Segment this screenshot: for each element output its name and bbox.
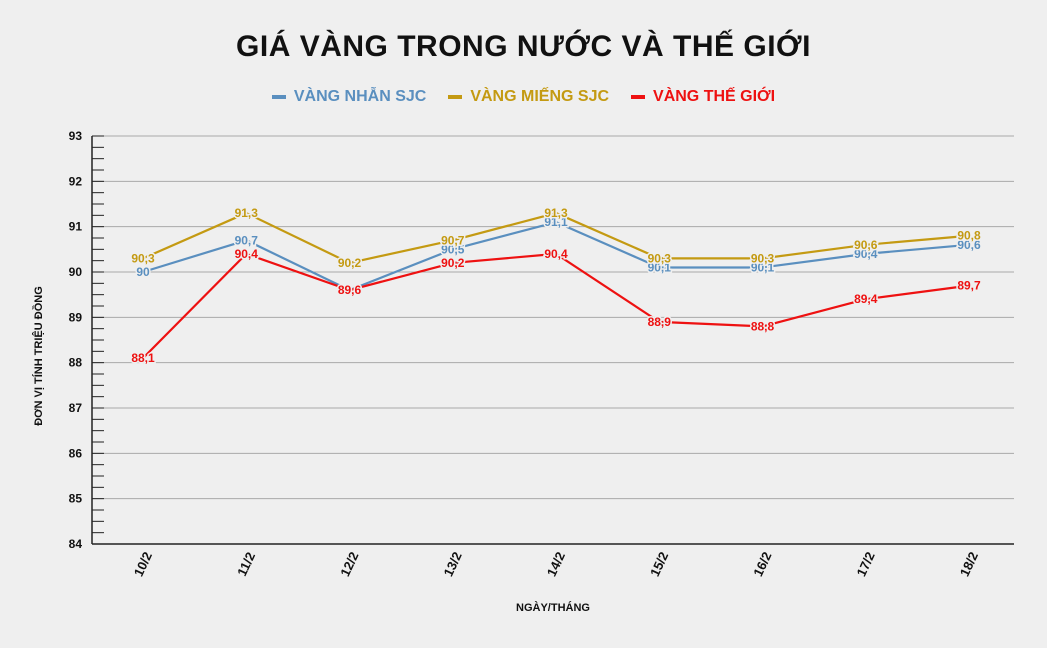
data-label: 88,9: [648, 315, 672, 329]
data-label: 90: [136, 265, 150, 279]
x-tick-label: 11/2: [234, 550, 258, 579]
data-label: 90,3: [648, 251, 672, 265]
y-tick-label: 92: [69, 174, 83, 188]
y-tick-label: 91: [69, 220, 83, 234]
data-label: 90,7: [441, 233, 465, 247]
series-line: [142, 252, 970, 359]
data-label: 91,1: [544, 215, 568, 229]
x-tick-label: 13/2: [441, 549, 465, 578]
x-tick-label: 12/2: [337, 549, 361, 578]
legend-swatch: [448, 95, 463, 99]
x-tick-label: 17/2: [854, 549, 878, 578]
data-label: 91,3: [235, 206, 259, 220]
y-tick-label: 93: [69, 129, 83, 143]
data-label: 90,1: [648, 260, 672, 274]
series-line: [142, 221, 970, 292]
data-label: 90,4: [854, 247, 878, 261]
y-tick-label: 84: [69, 537, 83, 551]
x-tick-label: 15/2: [647, 549, 671, 578]
y-tick-label: 85: [69, 492, 83, 506]
x-axis-title: NGÀY/THÁNG: [516, 601, 590, 614]
y-tick-label: 88: [69, 356, 83, 370]
legend-label: VÀNG NHẪN SJC: [293, 88, 427, 105]
legend-swatch: [271, 95, 286, 99]
legend-item: VÀNG NHẪN SJC: [271, 88, 427, 106]
y-tick-label: 87: [69, 401, 83, 415]
x-tick-label: 14/2: [544, 549, 568, 578]
chart-title: GIÁ VÀNG TRONG NƯỚC VÀ THẾ GIỚI: [236, 30, 811, 63]
x-tick-label: 10/2: [131, 549, 155, 578]
data-label: 90,3: [751, 251, 775, 265]
data-label: 89,6: [338, 283, 362, 297]
legend: VÀNG NHẪN SJC VÀNG MIẾNG SJC VÀNG THẾ GIỚI: [0, 88, 1047, 106]
legend-item: VÀNG MIẾNG SJC: [448, 88, 609, 106]
legend-label: VÀNG THẾ GIỚI: [653, 88, 776, 105]
legend-swatch: [631, 95, 646, 99]
series-line: [142, 211, 970, 265]
data-label: 90,3: [131, 251, 155, 265]
data-label: 90,6: [854, 238, 878, 252]
data-label: 90,6: [957, 238, 981, 252]
y-tick-label: 90: [69, 265, 83, 279]
x-tick-label: 16/2: [750, 549, 774, 578]
data-label: 88,8: [751, 319, 775, 333]
data-label: 89,4: [854, 292, 878, 306]
x-tick-label: 18/2: [957, 549, 981, 578]
data-label: 90,2: [338, 256, 362, 270]
legend-item: VÀNG THẾ GIỚI: [631, 88, 775, 106]
data-label: 90,2: [441, 256, 465, 270]
data-label: 88,1: [131, 351, 155, 365]
y-axis-title: ĐƠN VỊ TÍNH TRIỆU ĐỒNG: [32, 286, 45, 426]
data-label: 90,1: [751, 260, 775, 274]
legend-label: VÀNG MIẾNG SJC: [470, 88, 610, 105]
data-label: 90,5: [441, 242, 465, 256]
data-label: 90,4: [544, 247, 568, 261]
y-tick-label: 89: [69, 310, 83, 324]
data-label: 91,3: [544, 206, 568, 220]
data-label: 90,4: [235, 247, 259, 261]
y-tick-label: 86: [69, 446, 83, 460]
data-label: 90,8: [957, 229, 981, 243]
data-label: 90,7: [235, 233, 259, 247]
data-label: 89,7: [957, 279, 981, 293]
